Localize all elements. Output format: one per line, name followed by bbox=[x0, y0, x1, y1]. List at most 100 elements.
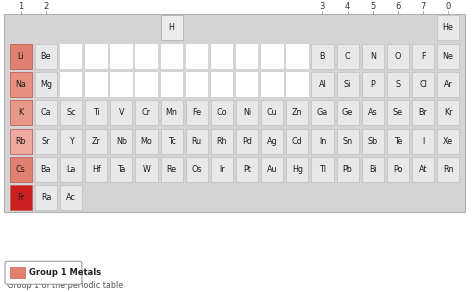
Text: Group 1 of the periodic table: Group 1 of the periodic table bbox=[7, 281, 123, 290]
Text: Y: Y bbox=[69, 137, 73, 146]
Bar bbox=[10, 185, 32, 210]
Text: O: O bbox=[395, 52, 401, 61]
Bar bbox=[261, 100, 283, 125]
Text: Bi: Bi bbox=[369, 165, 377, 174]
Text: Cl: Cl bbox=[419, 80, 427, 89]
Text: Cr: Cr bbox=[142, 108, 151, 117]
Bar bbox=[437, 15, 459, 40]
Bar bbox=[161, 15, 182, 40]
Text: Br: Br bbox=[419, 108, 428, 117]
Text: 4: 4 bbox=[345, 2, 350, 11]
Text: 1: 1 bbox=[18, 2, 23, 11]
Text: N: N bbox=[370, 52, 376, 61]
Bar bbox=[261, 157, 283, 182]
Bar bbox=[136, 44, 158, 69]
Text: Rn: Rn bbox=[443, 165, 454, 174]
Text: Sc: Sc bbox=[66, 108, 76, 117]
Bar bbox=[85, 44, 108, 69]
Bar bbox=[186, 72, 208, 97]
Text: Sb: Sb bbox=[368, 137, 378, 146]
Bar bbox=[186, 44, 208, 69]
Bar bbox=[85, 72, 108, 97]
Text: Na: Na bbox=[15, 80, 26, 89]
Bar bbox=[412, 44, 434, 69]
Bar bbox=[211, 129, 233, 154]
Bar bbox=[136, 100, 157, 125]
Text: Os: Os bbox=[191, 165, 202, 174]
Bar bbox=[136, 72, 158, 97]
Bar bbox=[110, 157, 132, 182]
Text: Ga: Ga bbox=[317, 108, 328, 117]
Text: 5: 5 bbox=[370, 2, 375, 11]
Bar bbox=[311, 129, 334, 154]
Text: Ba: Ba bbox=[41, 165, 51, 174]
Text: Cu: Cu bbox=[267, 108, 277, 117]
Bar bbox=[387, 100, 409, 125]
Text: He: He bbox=[443, 23, 454, 32]
Bar bbox=[60, 100, 82, 125]
Text: Nb: Nb bbox=[116, 137, 127, 146]
Bar bbox=[60, 129, 82, 154]
Bar bbox=[35, 185, 57, 210]
Text: P: P bbox=[370, 80, 375, 89]
Bar bbox=[286, 44, 309, 69]
Bar bbox=[110, 44, 133, 69]
Bar bbox=[337, 100, 359, 125]
Bar bbox=[236, 129, 258, 154]
Text: Mo: Mo bbox=[141, 137, 153, 146]
Text: Ac: Ac bbox=[66, 193, 76, 202]
Text: F: F bbox=[421, 52, 425, 61]
Bar bbox=[437, 129, 459, 154]
Bar bbox=[186, 100, 208, 125]
Text: Sr: Sr bbox=[42, 137, 50, 146]
Bar bbox=[437, 44, 459, 69]
Text: 0: 0 bbox=[446, 2, 451, 11]
Text: 2: 2 bbox=[43, 2, 48, 11]
Text: 3: 3 bbox=[320, 2, 325, 11]
Bar bbox=[10, 129, 32, 154]
Bar bbox=[110, 72, 133, 97]
Text: 6: 6 bbox=[395, 2, 401, 11]
Bar bbox=[337, 72, 359, 97]
Bar bbox=[387, 157, 409, 182]
Text: Rb: Rb bbox=[16, 137, 26, 146]
Text: Ni: Ni bbox=[243, 108, 251, 117]
Text: Cd: Cd bbox=[292, 137, 303, 146]
Text: Pt: Pt bbox=[243, 165, 251, 174]
Text: Tc: Tc bbox=[168, 137, 175, 146]
Bar bbox=[136, 157, 157, 182]
Text: As: As bbox=[368, 108, 378, 117]
Text: Fe: Fe bbox=[192, 108, 201, 117]
Text: Se: Se bbox=[393, 108, 403, 117]
Text: W: W bbox=[143, 165, 150, 174]
Text: Xe: Xe bbox=[443, 137, 453, 146]
Text: B: B bbox=[320, 52, 325, 61]
Bar bbox=[387, 44, 409, 69]
Text: Ge: Ge bbox=[342, 108, 353, 117]
Text: La: La bbox=[66, 165, 76, 174]
Text: Hf: Hf bbox=[92, 165, 100, 174]
Bar bbox=[161, 72, 183, 97]
Text: Ar: Ar bbox=[444, 80, 453, 89]
Bar bbox=[337, 129, 359, 154]
Bar bbox=[387, 129, 409, 154]
Text: In: In bbox=[319, 137, 326, 146]
Bar bbox=[136, 129, 157, 154]
Bar bbox=[261, 44, 283, 69]
Bar bbox=[311, 100, 334, 125]
Bar bbox=[211, 100, 233, 125]
Text: Po: Po bbox=[393, 165, 402, 174]
Text: Fr: Fr bbox=[17, 193, 25, 202]
Text: Ne: Ne bbox=[443, 52, 454, 61]
Text: Pd: Pd bbox=[242, 137, 252, 146]
Bar bbox=[60, 44, 82, 69]
Text: Si: Si bbox=[344, 80, 351, 89]
Bar bbox=[362, 72, 384, 97]
Bar bbox=[186, 129, 208, 154]
Bar bbox=[211, 157, 233, 182]
Bar bbox=[35, 100, 57, 125]
Bar bbox=[286, 157, 309, 182]
Bar bbox=[412, 129, 434, 154]
Text: Mg: Mg bbox=[40, 80, 52, 89]
Bar bbox=[337, 157, 359, 182]
